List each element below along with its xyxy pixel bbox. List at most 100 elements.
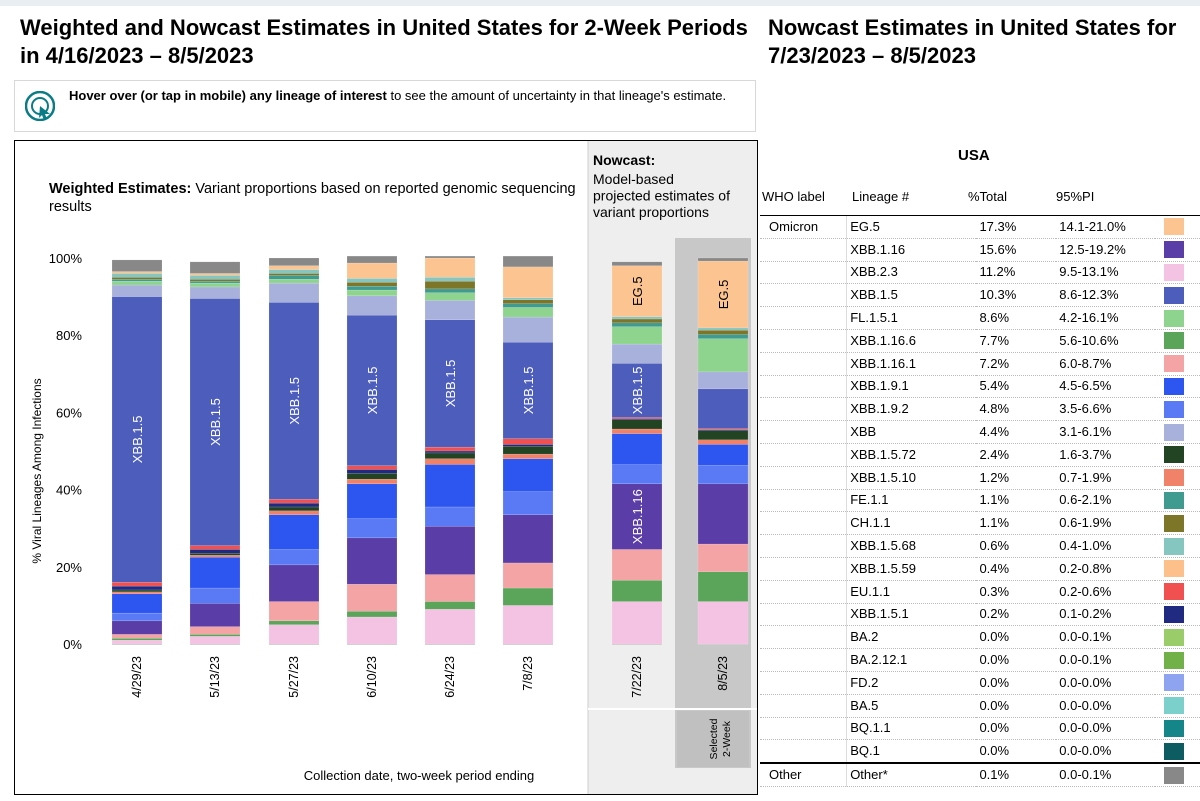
table-row[interactable]: FD.2 0.0% 0.0-0.0%: [760, 671, 1200, 695]
bar-segment: [346, 473, 398, 480]
bar-segment: [502, 514, 554, 564]
table-row[interactable]: XBB.1.5 10.3% 8.6-12.3%: [760, 283, 1200, 308]
swatch-cell: [1155, 717, 1200, 741]
lineage-cell: XBB.1.5: [846, 283, 977, 308]
bar-segment: [268, 514, 320, 550]
total-cell: 7.7%: [976, 329, 1057, 353]
total-cell: 0.3%: [976, 580, 1057, 604]
table-row[interactable]: EU.1.1 0.3% 0.2-0.6%: [760, 580, 1200, 604]
table-row[interactable]: XBB.1.9.1 5.4% 4.5-6.5%: [760, 375, 1200, 399]
table-row[interactable]: XBB 4.4% 3.1-6.1%: [760, 420, 1200, 444]
bar-segment: [502, 266, 554, 298]
bar-segment: [424, 319, 476, 448]
color-swatch: [1164, 263, 1185, 281]
total-cell: 11.2%: [976, 261, 1057, 285]
color-swatch: [1164, 491, 1185, 509]
total-cell: 1.2%: [976, 466, 1057, 490]
table-row[interactable]: BA.5 0.0% 0.0-0.0%: [760, 694, 1200, 718]
header-who: WHO label: [762, 189, 825, 204]
bar-segment: [346, 278, 398, 283]
bar-segment: [502, 453, 554, 459]
swatch-cell: [1155, 352, 1200, 376]
bar-segment: [346, 255, 398, 264]
bar-segment: [189, 545, 241, 550]
bar-segment: [111, 612, 163, 622]
table-row[interactable]: CH.1.1 1.1% 0.6-1.9%: [760, 511, 1200, 536]
pi-cell: 0.6-2.1%: [1056, 489, 1156, 513]
table-row[interactable]: XBB.1.5.10 1.2% 0.7-1.9%: [760, 466, 1200, 490]
bar-segment: [424, 277, 476, 282]
bar-segment: [424, 450, 476, 454]
bar-segment: [268, 273, 320, 276]
bar-segment: [697, 338, 749, 373]
table-row[interactable]: FL.1.5.1 8.6% 4.2-16.1%: [760, 306, 1200, 330]
bar-segment: [189, 634, 241, 637]
bar-segment: [611, 322, 663, 327]
color-swatch: [1164, 286, 1185, 304]
bar-segment: [268, 601, 320, 622]
color-swatch: [1164, 514, 1185, 532]
table-row[interactable]: XBB.1.16 15.6% 12.5-19.2%: [760, 238, 1200, 262]
table-row[interactable]: BQ.1 0.0% 0.0-0.0%: [760, 739, 1200, 764]
table-row[interactable]: Omicron EG.5 17.3% 14.1-21.0%: [760, 215, 1200, 239]
page-title: Weighted and Nowcast Estimates in United…: [20, 15, 748, 68]
bar-segment: [189, 556, 241, 589]
swatch-cell: [1155, 534, 1200, 558]
bar-segment: [346, 518, 398, 539]
bar-segment: [111, 582, 163, 587]
bar-label: XBB.1.5: [208, 398, 223, 446]
bar-segment: [502, 444, 554, 447]
table-row[interactable]: XBB.1.16.6 7.7% 5.6-10.6%: [760, 329, 1200, 353]
table-row[interactable]: BQ.1.1 0.0% 0.0-0.0%: [760, 717, 1200, 741]
table-row[interactable]: BA.2 0.0% 0.0-0.1%: [760, 625, 1200, 650]
y-tick-label: 0%: [63, 637, 82, 652]
bar-segment: [346, 469, 398, 474]
table-row[interactable]: XBB.1.16.1 7.2% 6.0-8.7%: [760, 352, 1200, 376]
bar-segment: [111, 639, 163, 645]
table-row[interactable]: BA.2.12.1 0.0% 0.0-0.1%: [760, 648, 1200, 672]
bar-segment: [502, 341, 554, 439]
table-row[interactable]: XBB.1.5.59 0.4% 0.2-0.8%: [760, 557, 1200, 581]
bar-segment: [111, 296, 163, 583]
color-swatch: [1164, 400, 1185, 418]
table-row[interactable]: FE.1.1 1.1% 0.6-2.1%: [760, 489, 1200, 513]
total-cell: 4.8%: [976, 397, 1057, 422]
selected-label-line1: Selected: [708, 718, 720, 759]
bar-segment: [189, 549, 241, 554]
who-cell: [760, 283, 847, 308]
table-row[interactable]: Other Other* 0.1% 0.0-0.1%: [760, 762, 1200, 787]
table-row[interactable]: XBB.1.5.68 0.6% 0.4-1.0%: [760, 534, 1200, 558]
swatch-cell: [1155, 603, 1200, 627]
who-cell: [760, 511, 847, 536]
bar-label: XBB.1.5: [521, 367, 536, 415]
who-cell: [760, 397, 847, 422]
table-row[interactable]: XBB.1.9.2 4.8% 3.5-6.6%: [760, 397, 1200, 422]
table-row[interactable]: XBB.2.3 11.2% 9.5-13.1%: [760, 261, 1200, 285]
color-swatch: [1164, 583, 1185, 601]
bar-segment: [424, 601, 476, 610]
who-cell: [760, 420, 847, 444]
color-swatch: [1164, 355, 1185, 373]
lineage-cell: XBB.1.5.10: [846, 466, 977, 490]
pi-cell: 0.2-0.8%: [1056, 557, 1156, 581]
table-row[interactable]: XBB.1.5.1 0.2% 0.1-0.2%: [760, 603, 1200, 627]
table-row[interactable]: XBB.1.5.72 2.4% 1.6-3.7%: [760, 443, 1200, 467]
who-cell: [760, 648, 847, 672]
bar-segment: [502, 316, 554, 343]
swatch-cell: [1155, 557, 1200, 581]
lineage-cell: XBB.1.16.1: [846, 352, 977, 376]
total-cell: 0.4%: [976, 557, 1057, 581]
swatch-cell: [1155, 283, 1200, 308]
total-cell: 17.3%: [976, 215, 1057, 239]
who-cell: [760, 261, 847, 285]
bar-segment: [697, 439, 749, 445]
y-axis-label: % Viral Lineages Among Infections: [30, 378, 44, 563]
swatch-cell: [1155, 329, 1200, 353]
weighted-heading: Weighted Estimates: Variant proportions …: [49, 181, 576, 197]
bar-segment: [189, 280, 241, 284]
bar-segment: [697, 430, 749, 441]
bar-segment: [111, 271, 163, 274]
color-swatch: [1164, 651, 1185, 669]
lineage-cell: EU.1.1: [846, 580, 977, 604]
top-strip: [0, 0, 1200, 6]
